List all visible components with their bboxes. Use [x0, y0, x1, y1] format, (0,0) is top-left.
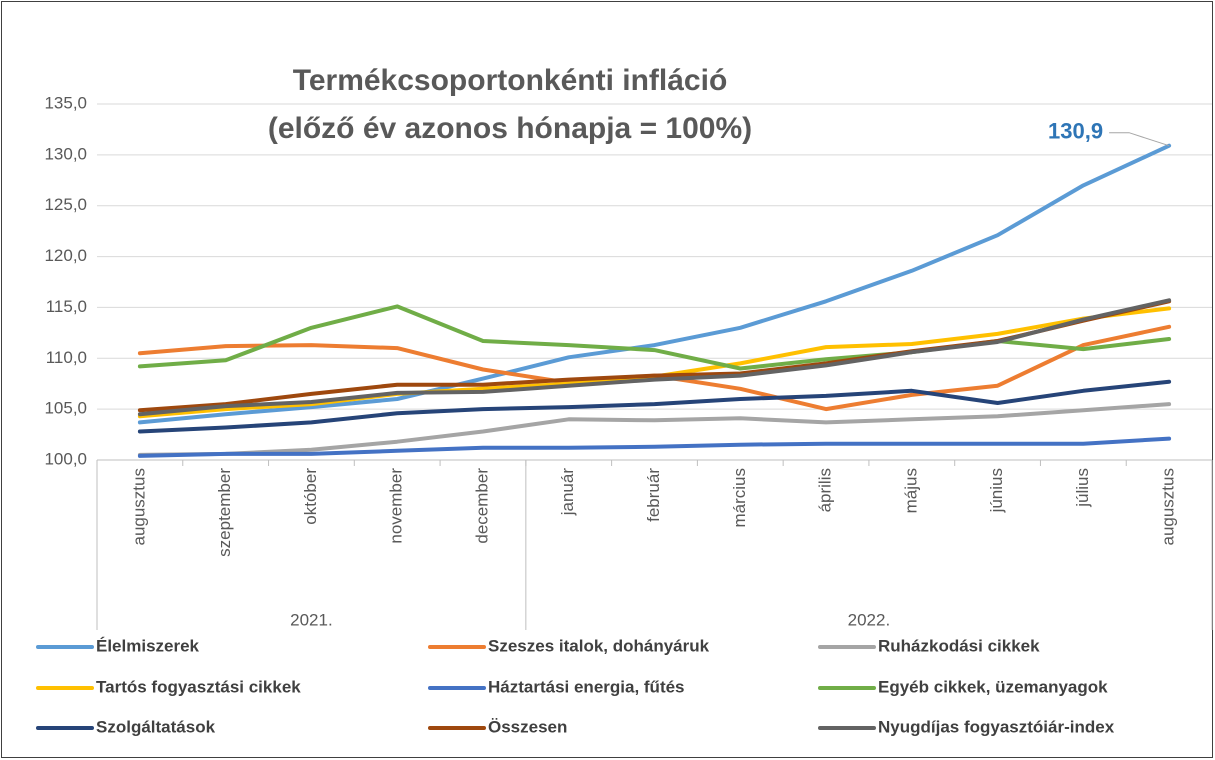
chart-title: Termékcsoportonkénti infláció — [293, 64, 728, 97]
label-leader — [1109, 132, 1170, 147]
legend-label: Ruházkodási cikkek — [878, 636, 1040, 655]
x-tick-label: február — [644, 468, 663, 522]
y-tick-label: 100,0 — [44, 449, 87, 468]
y-tick-label: 110,0 — [46, 348, 87, 367]
legend-label: Tartós fogyasztási cikkek — [96, 677, 301, 696]
y-tick-label: 115,0 — [46, 297, 87, 316]
y-tick-label: 125,0 — [44, 195, 87, 214]
x-tick-label: március — [730, 468, 749, 528]
legend-label: Szolgáltatások — [96, 717, 216, 736]
x-tick-label: szeptember — [215, 468, 234, 557]
x-tick-label: július — [1073, 468, 1092, 508]
y-tick-label: 130,0 — [44, 144, 87, 163]
group-label: 2022. — [848, 610, 891, 629]
x-tick-label: január — [558, 468, 577, 517]
x-tick-label: augusztus — [1159, 468, 1178, 546]
series-line — [137, 436, 1172, 458]
series-line — [137, 402, 1172, 457]
x-tick-label: november — [387, 468, 406, 544]
chart-title: (előző év azonos hónapja = 100%) — [268, 112, 752, 145]
x-tick-label: május — [901, 468, 920, 513]
series-line — [137, 143, 1172, 425]
legend-label: Összesen — [488, 717, 567, 736]
x-tick-label: december — [472, 468, 491, 544]
series-line — [137, 379, 1172, 434]
y-tick-label: 135,0 — [44, 93, 87, 112]
y-tick-label: 105,0 — [44, 399, 87, 418]
legend-label: Nyugdíjas fogyasztóiár-index — [878, 717, 1115, 736]
x-tick-label: október — [301, 468, 320, 525]
data-label: 130,9 — [1048, 119, 1103, 144]
x-tick-label: június — [987, 468, 1006, 513]
y-tick-label: 120,0 — [44, 246, 87, 265]
x-tick-label: április — [816, 468, 835, 512]
series-line — [137, 298, 1172, 417]
group-label: 2021. — [290, 610, 333, 629]
x-tick-label: augusztus — [129, 468, 148, 546]
legend-label: Háztartási energia, fűtés — [488, 677, 685, 696]
legend-label: Élelmiszerek — [96, 636, 200, 655]
legend-label: Egyéb cikkek, üzemanyagok — [878, 677, 1108, 696]
legend-label: Szeszes italok, dohányáruk — [488, 636, 710, 655]
